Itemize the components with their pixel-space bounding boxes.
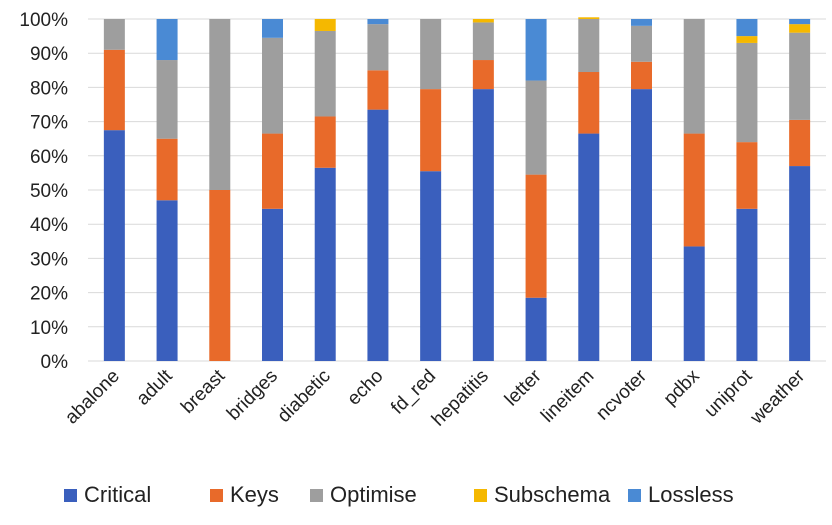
bar-segment-subschema-uniprot xyxy=(736,36,758,43)
bar-segment-optimise-uniprot xyxy=(736,42,758,143)
legend-swatch-keys xyxy=(210,489,223,502)
legend: Critical Keys Optimise Subschema Lossless xyxy=(64,482,734,507)
x-tick-label: adult xyxy=(133,365,177,409)
bar-segment-critical-adult xyxy=(156,200,178,361)
y-tick-label: 40% xyxy=(30,215,68,236)
bar-segment-critical-uniprot xyxy=(736,208,758,361)
bar-segment-critical-letter xyxy=(525,297,547,361)
x-tick-label: bridges xyxy=(223,366,282,425)
x-tick-label: ncvoter xyxy=(592,365,651,424)
bar-segment-keys-echo xyxy=(367,70,389,110)
y-tick-label: 0% xyxy=(41,352,69,373)
legend-swatch-subschema xyxy=(474,489,487,502)
y-tick-label: 60% xyxy=(30,147,68,168)
y-tick-label: 10% xyxy=(30,318,68,339)
bar-segment-optimise-adult xyxy=(156,60,178,139)
bar-segment-critical-diabetic xyxy=(314,167,336,361)
bar-segment-critical-fd-red xyxy=(420,171,442,361)
bar-segment-lossless-adult xyxy=(156,19,178,61)
bar-segment-optimise-diabetic xyxy=(314,30,336,117)
bar-segment-optimise-lineitem xyxy=(578,19,600,73)
legend-swatch-critical xyxy=(64,489,77,502)
y-tick-label: 50% xyxy=(30,181,68,202)
bar-segment-optimise-weather xyxy=(789,32,811,120)
bar-segment-critical-weather xyxy=(789,166,811,361)
bar-segment-optimise-abalone xyxy=(103,19,125,50)
bar-segment-lossless-bridges xyxy=(262,19,283,38)
bar-segment-critical-bridges xyxy=(262,208,283,361)
x-tick-label: lineitem xyxy=(537,366,598,427)
bar-segment-optimise-letter xyxy=(525,80,547,175)
y-tick-label: 90% xyxy=(30,44,68,65)
bar-segment-keys-uniprot xyxy=(736,142,758,209)
bar-segment-optimise-echo xyxy=(367,24,389,71)
y-tick-label: 70% xyxy=(30,113,68,134)
bar-segment-keys-fd-red xyxy=(420,89,442,172)
bar-segment-lossless-echo xyxy=(367,19,389,25)
bar-segment-critical-ncvoter xyxy=(631,89,652,362)
bar-segment-keys-diabetic xyxy=(314,116,336,168)
bar-segment-keys-weather xyxy=(789,119,811,167)
bar-segment-subschema-lineitem xyxy=(578,17,600,19)
y-tick-label: 80% xyxy=(30,78,68,99)
bar-segment-lossless-letter xyxy=(525,19,547,81)
x-tick-label: abalone xyxy=(61,366,124,429)
bar-segment-subschema-hepatitis xyxy=(472,19,494,23)
bar-segment-lossless-ncvoter xyxy=(631,19,652,26)
legend-label-optimise: Optimise xyxy=(330,482,417,507)
bar-segment-keys-bridges xyxy=(262,133,283,209)
x-tick-label: breast xyxy=(177,365,230,418)
legend-swatch-optimise xyxy=(310,489,323,502)
x-tick-label: diabetic xyxy=(274,366,335,427)
bar-segment-critical-hepatitis xyxy=(472,89,494,362)
x-tick-label: weather xyxy=(746,365,810,429)
bar-segment-critical-lineitem xyxy=(578,133,600,361)
legend-label-subschema: Subschema xyxy=(494,482,611,507)
x-tick-label: echo xyxy=(343,366,387,410)
bar-segment-critical-echo xyxy=(367,109,389,361)
bar-segment-lossless-uniprot xyxy=(736,19,758,37)
bar-segment-critical-abalone xyxy=(103,130,125,361)
x-tick-label: pdbx xyxy=(660,365,704,409)
bar-segment-optimise-pdbx xyxy=(683,19,705,134)
bar-segment-optimise-hepatitis xyxy=(472,22,494,61)
bar-segment-keys-ncvoter xyxy=(631,61,652,90)
bar-segment-optimise-ncvoter xyxy=(631,25,652,62)
bar-segment-optimise-bridges xyxy=(262,37,283,134)
bar-segment-keys-abalone xyxy=(103,49,125,131)
legend-label-critical: Critical xyxy=(84,482,151,507)
y-tick-label: 100% xyxy=(19,10,68,31)
bar-segment-optimise-fd-red xyxy=(420,19,442,90)
bar-segment-keys-pdbx xyxy=(683,133,705,247)
y-tick-label: 20% xyxy=(30,284,68,305)
legend-label-keys: Keys xyxy=(230,482,279,507)
legend-swatch-lossless xyxy=(628,489,641,502)
gridlines xyxy=(88,18,826,362)
y-axis-tick-labels: 0% 10% 20% 30% 40% 50% 60% 70% 80% 90% 100% xyxy=(19,10,68,373)
bar-segment-keys-letter xyxy=(525,174,547,298)
bar-segment-lossless-weather xyxy=(789,19,811,25)
bar-segment-keys-lineitem xyxy=(578,72,600,134)
bars xyxy=(103,17,811,362)
bar-segment-keys-breast xyxy=(209,190,231,361)
y-tick-label: 30% xyxy=(30,249,68,270)
bar-segment-subschema-weather xyxy=(789,24,811,33)
legend-label-lossless: Lossless xyxy=(648,482,734,507)
x-tick-label: hepatitis xyxy=(428,366,493,431)
bar-segment-optimise-breast xyxy=(209,19,231,190)
bar-segment-keys-adult xyxy=(156,138,178,201)
bar-segment-keys-hepatitis xyxy=(472,60,494,90)
x-tick-label: letter xyxy=(501,365,546,410)
bar-segment-critical-pdbx xyxy=(683,246,705,361)
bar-segment-subschema-diabetic xyxy=(314,19,336,31)
